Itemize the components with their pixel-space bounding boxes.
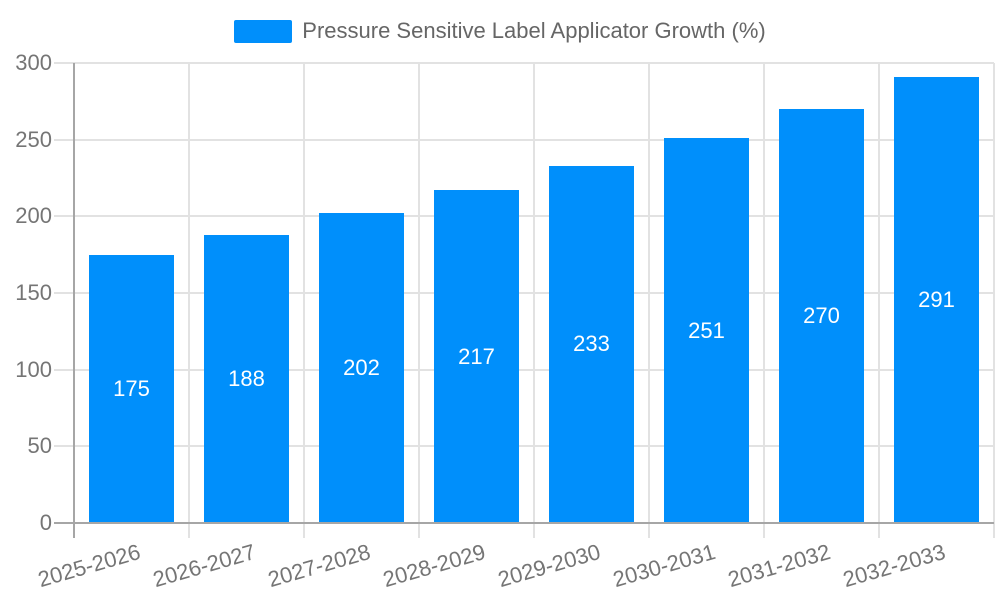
bar-value-label: 217	[458, 343, 495, 369]
bar-value-label: 251	[688, 317, 725, 343]
x-tick-label-text: 2027-2028	[265, 539, 374, 593]
x-gridline	[878, 63, 880, 538]
x-tick-label-text: 2025-2026	[35, 539, 144, 593]
y-tick-label: 300	[15, 50, 52, 75]
x-axis-line	[54, 522, 994, 524]
legend-swatch-icon	[234, 19, 293, 43]
bar[interactable]	[664, 138, 749, 522]
y-gridline	[54, 292, 994, 294]
bar-value-label: 202	[343, 355, 380, 381]
x-tick-label-text: 2031-2032	[725, 539, 834, 593]
bar-value-label: 175	[113, 375, 150, 401]
bar[interactable]	[204, 234, 289, 522]
y-gridline	[54, 445, 994, 448]
bar[interactable]	[894, 76, 979, 522]
y-axis-line	[73, 63, 75, 538]
x-tick-label-text: 2026-2027	[150, 539, 259, 593]
x-gridline	[533, 63, 535, 538]
bar[interactable]	[89, 254, 174, 522]
x-gridline	[993, 63, 995, 538]
y-tick-label: 250	[15, 126, 52, 152]
y-tick-label: 0	[39, 510, 52, 535]
bar[interactable]	[434, 190, 519, 522]
x-gridline	[188, 63, 190, 538]
y-tick-label: 200	[15, 203, 52, 229]
bar[interactable]	[779, 109, 864, 522]
legend-label: Pressure Sensitive Label Applicator Grow…	[302, 18, 766, 43]
x-gridline	[763, 63, 765, 538]
x-tick-label-text: 2029-2030	[495, 539, 604, 593]
bar-value-label: 233	[573, 331, 610, 357]
x-gridline	[648, 63, 650, 538]
y-gridline	[54, 62, 994, 64]
x-tick-label-text: 2030-2031	[610, 539, 719, 593]
legend: Pressure Sensitive Label Applicator Grow…	[0, 16, 1000, 46]
y-tick-label: 100	[15, 356, 52, 382]
x-tick-label-text: 2028-2029	[380, 539, 489, 593]
legend-item[interactable]: Pressure Sensitive Label Applicator Grow…	[234, 17, 766, 45]
y-gridline	[54, 138, 994, 141]
x-gridline	[303, 63, 305, 538]
bar[interactable]	[549, 165, 634, 522]
bar-value-label: 291	[918, 286, 955, 312]
y-tick-label: 50	[27, 433, 52, 459]
y-tick-label: 150	[15, 280, 52, 305]
x-tick-label-text: 2032-2033	[840, 539, 949, 593]
bar-value-label: 188	[228, 365, 265, 391]
y-gridline	[54, 368, 994, 371]
bar[interactable]	[319, 213, 404, 522]
bar-value-label: 270	[803, 303, 840, 328]
y-gridline	[54, 215, 994, 218]
x-gridline	[418, 63, 420, 538]
